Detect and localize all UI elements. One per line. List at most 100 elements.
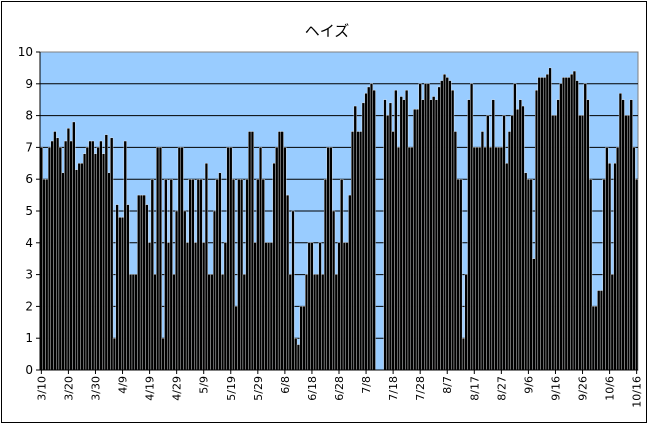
data-bar: [99, 140, 103, 371]
data-bar: [507, 131, 512, 371]
data-bar: [470, 83, 474, 371]
data-bar: [245, 179, 249, 371]
y-tick-label: 8: [25, 109, 33, 123]
data-bar: [597, 290, 601, 371]
data-bar: [326, 147, 330, 371]
data-bar: [586, 99, 590, 371]
data-bar: [226, 147, 230, 371]
x-tick-label: 3/30: [89, 376, 102, 401]
data-bar: [175, 210, 179, 371]
data-bar: [280, 131, 284, 371]
data-bar: [610, 274, 614, 371]
data-bar: [218, 172, 222, 371]
data-bar: [570, 74, 574, 371]
data-bar: [177, 147, 181, 371]
data-bar: [559, 83, 563, 371]
data-bar: [461, 338, 466, 371]
data-bar: [345, 242, 349, 371]
data-bar: [418, 83, 422, 371]
y-tick-label: 6: [25, 172, 33, 186]
data-bar: [80, 163, 84, 371]
data-bar: [69, 140, 73, 371]
data-bar: [478, 147, 482, 371]
data-bar: [613, 163, 617, 371]
data-bar: [589, 179, 593, 371]
data-bar: [64, 140, 68, 371]
data-bar: [516, 109, 520, 371]
data-bar: [148, 242, 152, 371]
data-bar: [334, 274, 338, 371]
data-bar: [429, 99, 433, 371]
data-bar: [624, 115, 628, 371]
x-tick-label: 5/19: [225, 376, 238, 401]
data-bar: [85, 147, 89, 371]
x-tick-label: 6/8: [279, 376, 292, 394]
data-bar: [562, 77, 566, 371]
data-bar: [275, 147, 279, 371]
data-bar: [480, 131, 484, 371]
data-bar: [486, 115, 490, 371]
data-bar: [58, 147, 62, 371]
data-bar: [134, 274, 138, 371]
data-bar: [45, 179, 49, 371]
data-bar: [267, 242, 271, 371]
data-bar: [616, 147, 620, 371]
data-bar: [139, 194, 144, 371]
data-bar: [66, 128, 70, 371]
data-bar: [618, 93, 622, 371]
data-bar: [56, 137, 60, 371]
data-bar: [459, 179, 463, 371]
data-bar: [386, 115, 390, 371]
data-bar: [169, 179, 173, 371]
data-bar: [581, 115, 585, 371]
data-bar: [572, 70, 576, 371]
data-bar: [475, 147, 479, 371]
data-bar: [491, 99, 495, 371]
data-bar: [294, 338, 298, 371]
data-bar: [259, 147, 263, 371]
data-bar: [153, 274, 157, 371]
data-bar: [183, 210, 187, 371]
data-bar: [213, 210, 217, 371]
data-bar: [497, 147, 501, 371]
x-tick-label: 4/19: [144, 376, 157, 401]
data-bar: [283, 147, 287, 371]
data-bar: [578, 115, 582, 371]
data-bar: [115, 204, 119, 371]
data-bar: [223, 242, 227, 371]
data-bar: [599, 290, 604, 371]
data-bar: [172, 274, 176, 371]
data-bar: [207, 274, 211, 371]
y-tick-label: 1: [25, 331, 33, 345]
data-bar: [432, 96, 436, 371]
data-bar: [426, 83, 430, 371]
data-bar: [564, 77, 568, 371]
data-bar: [397, 147, 401, 371]
data-bar: [204, 163, 208, 371]
data-bar: [407, 147, 411, 371]
data-bar: [180, 147, 184, 371]
data-bar: [402, 99, 406, 371]
data-bar: [234, 306, 238, 371]
data-bar: [553, 115, 558, 371]
data-bar: [83, 153, 87, 371]
data-bar: [126, 204, 130, 371]
data-bar: [121, 217, 125, 371]
data-bar: [323, 179, 328, 371]
data-bar: [632, 147, 636, 371]
x-tick-label: 5/9: [198, 376, 211, 394]
data-bar: [250, 131, 254, 371]
data-bar: [167, 242, 171, 371]
data-bar: [591, 306, 595, 371]
x-axis-ticks: 3/10 3/20 3/30 4/9 4/19 4/29 5/9 5/19 5/29 6/8 6/1…: [35, 370, 644, 408]
data-bar: [424, 83, 428, 371]
data-bar: [342, 242, 346, 371]
data-bar: [410, 147, 414, 371]
data-bar: [264, 242, 268, 371]
data-bar: [532, 258, 536, 371]
data-bar: [329, 147, 333, 371]
data-bar: [535, 89, 539, 371]
data-bar: [391, 131, 395, 371]
data-bar: [602, 179, 606, 371]
